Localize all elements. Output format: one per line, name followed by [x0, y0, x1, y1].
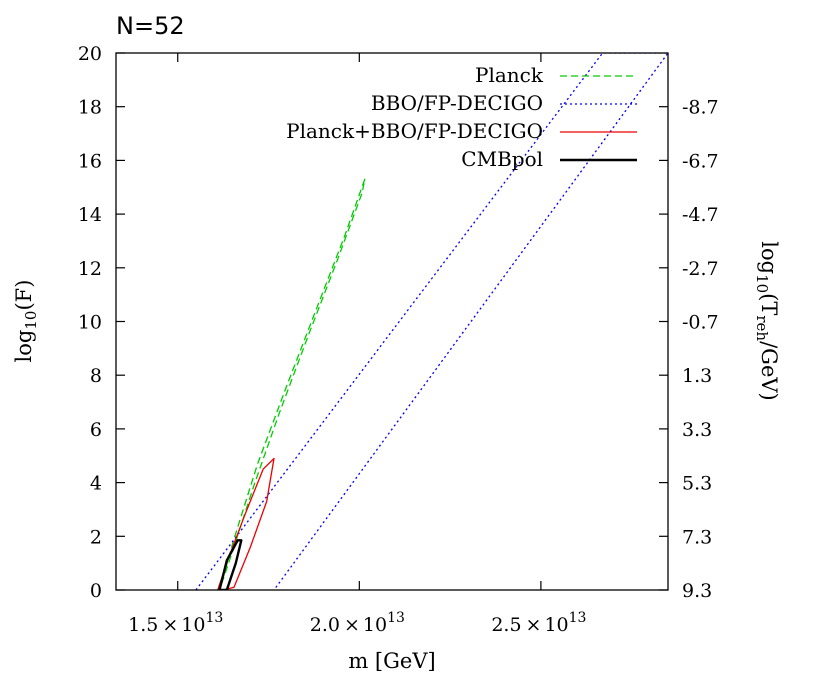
y2-tick-label: -4.7: [682, 204, 719, 226]
legend-label-planck-bbo: Planck+BBO/FP-DECIGO: [286, 119, 543, 143]
y-tick-label: 20: [78, 43, 102, 65]
y-tick-label: 2: [90, 526, 102, 548]
y-tick-label: 6: [90, 419, 102, 441]
y2-tick-label: 3.3: [682, 419, 712, 441]
y2-tick-label: -6.7: [682, 150, 719, 172]
series-line-2: [217, 457, 275, 590]
y2-tick-label: 9.3: [682, 580, 712, 602]
y-axis-label: log10(F): [12, 280, 40, 363]
y2-tick-label: 5.3: [682, 473, 712, 495]
series-line-3: [218, 539, 243, 590]
y-tick-label: 8: [90, 365, 102, 387]
series-layer: [195, 53, 668, 590]
legend-label-cmbpol: CMBpol: [461, 147, 543, 171]
x-tick-label: 2.0 × 1013: [310, 610, 405, 636]
x-tick-label: 1.5 × 1013: [128, 610, 223, 636]
ticks-layer: 0 2 4 6 8 10 12 14 16 18 20 9.3 7.3 5.3 3.3 1.3 -0.7 -2.7…: [78, 43, 719, 636]
legend-label-planck: Planck: [475, 63, 544, 87]
y-tick-label: 0: [90, 580, 102, 602]
y-tick-label: 18: [78, 97, 102, 119]
x-tick-label: 2.5 × 1013: [491, 610, 586, 636]
y2-tick-label: 7.3: [682, 526, 712, 548]
y-tick-label: 12: [78, 258, 102, 280]
y2-tick-label: -0.7: [682, 312, 719, 334]
plot-frame: [115, 52, 669, 591]
y2-tick-label: -2.7: [682, 258, 719, 280]
series-line-1: [195, 53, 668, 590]
y-tick-label: 4: [90, 473, 102, 495]
x-axis-label: m [GeV]: [348, 649, 435, 673]
y-tick-label: 14: [78, 204, 102, 226]
y2-tick-label: -8.7: [682, 97, 719, 119]
chart-title: N=52: [116, 12, 185, 40]
y2-axis-label: log10(Treh/GeV): [753, 241, 781, 400]
y-tick-label: 10: [78, 312, 102, 334]
legend: Planck BBO/FP-DECIGO Planck+BBO/FP-DECIG…: [286, 63, 637, 171]
legend-label-bbo: BBO/FP-DECIGO: [371, 91, 543, 115]
series-line-0: [218, 178, 366, 590]
y2-tick-label: 1.3: [682, 365, 712, 387]
y-tick-label: 16: [78, 150, 102, 172]
